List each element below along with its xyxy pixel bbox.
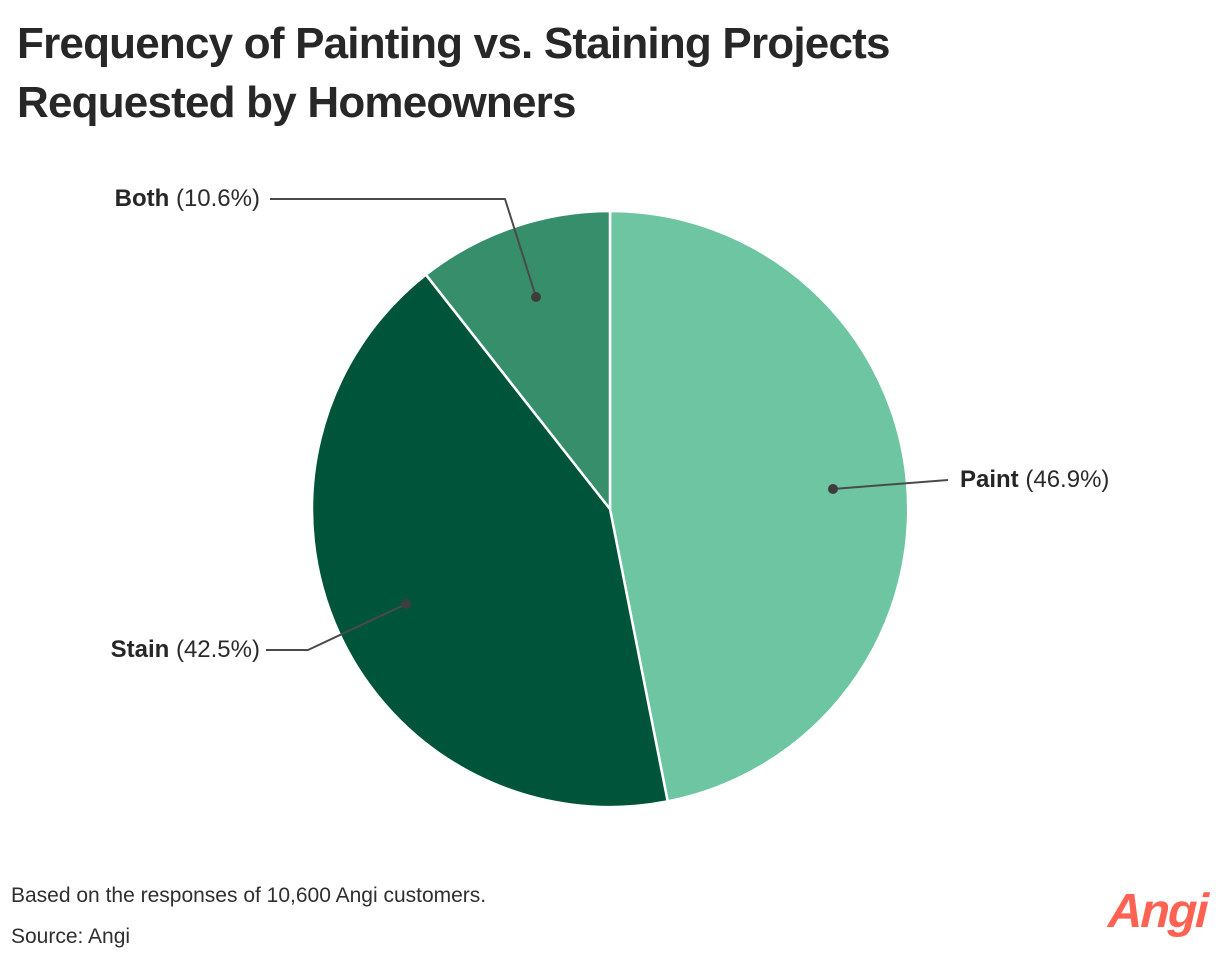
callout-stain-pct: (42.5%) (175, 636, 260, 663)
both-leader-line (270, 198, 537, 298)
callout-both-name: Both (114, 185, 170, 212)
callout-both: Both (10.6%) (115, 184, 260, 214)
both-leader-dot (531, 292, 541, 302)
callout-stain: Stain (42.5%) (111, 635, 260, 665)
callout-both-pct: (10.6%) (175, 185, 260, 212)
stain-leader-line (266, 603, 407, 651)
paint-leader-line (832, 479, 949, 490)
page-title-line2: Requested by Homeowners (17, 78, 576, 127)
page-title: Frequency of Painting vs. Staining Proje… (17, 14, 890, 132)
pie-slice-stain (310, 273, 669, 809)
callout-stain-name: Stain (110, 636, 170, 663)
callout-paint: Paint (46.9%) (960, 465, 1109, 495)
footer-source: Source: Angi (11, 925, 131, 948)
pie-slices (310, 209, 910, 809)
pie-slice-both (424, 209, 612, 511)
angi-logo: Angi (1107, 885, 1208, 938)
paint-leader-dot (828, 484, 838, 494)
callout-paint-name: Paint (960, 466, 1019, 493)
pie-slice-paint (608, 209, 910, 803)
stain-leader-dot (401, 599, 411, 609)
leader-lines (266, 198, 949, 651)
footer-note: Based on the responses of 10,600 Angi cu… (11, 884, 487, 907)
page-title-line1: Frequency of Painting vs. Staining Proje… (17, 19, 890, 68)
callout-paint-pct: (46.9%) (1025, 466, 1110, 493)
